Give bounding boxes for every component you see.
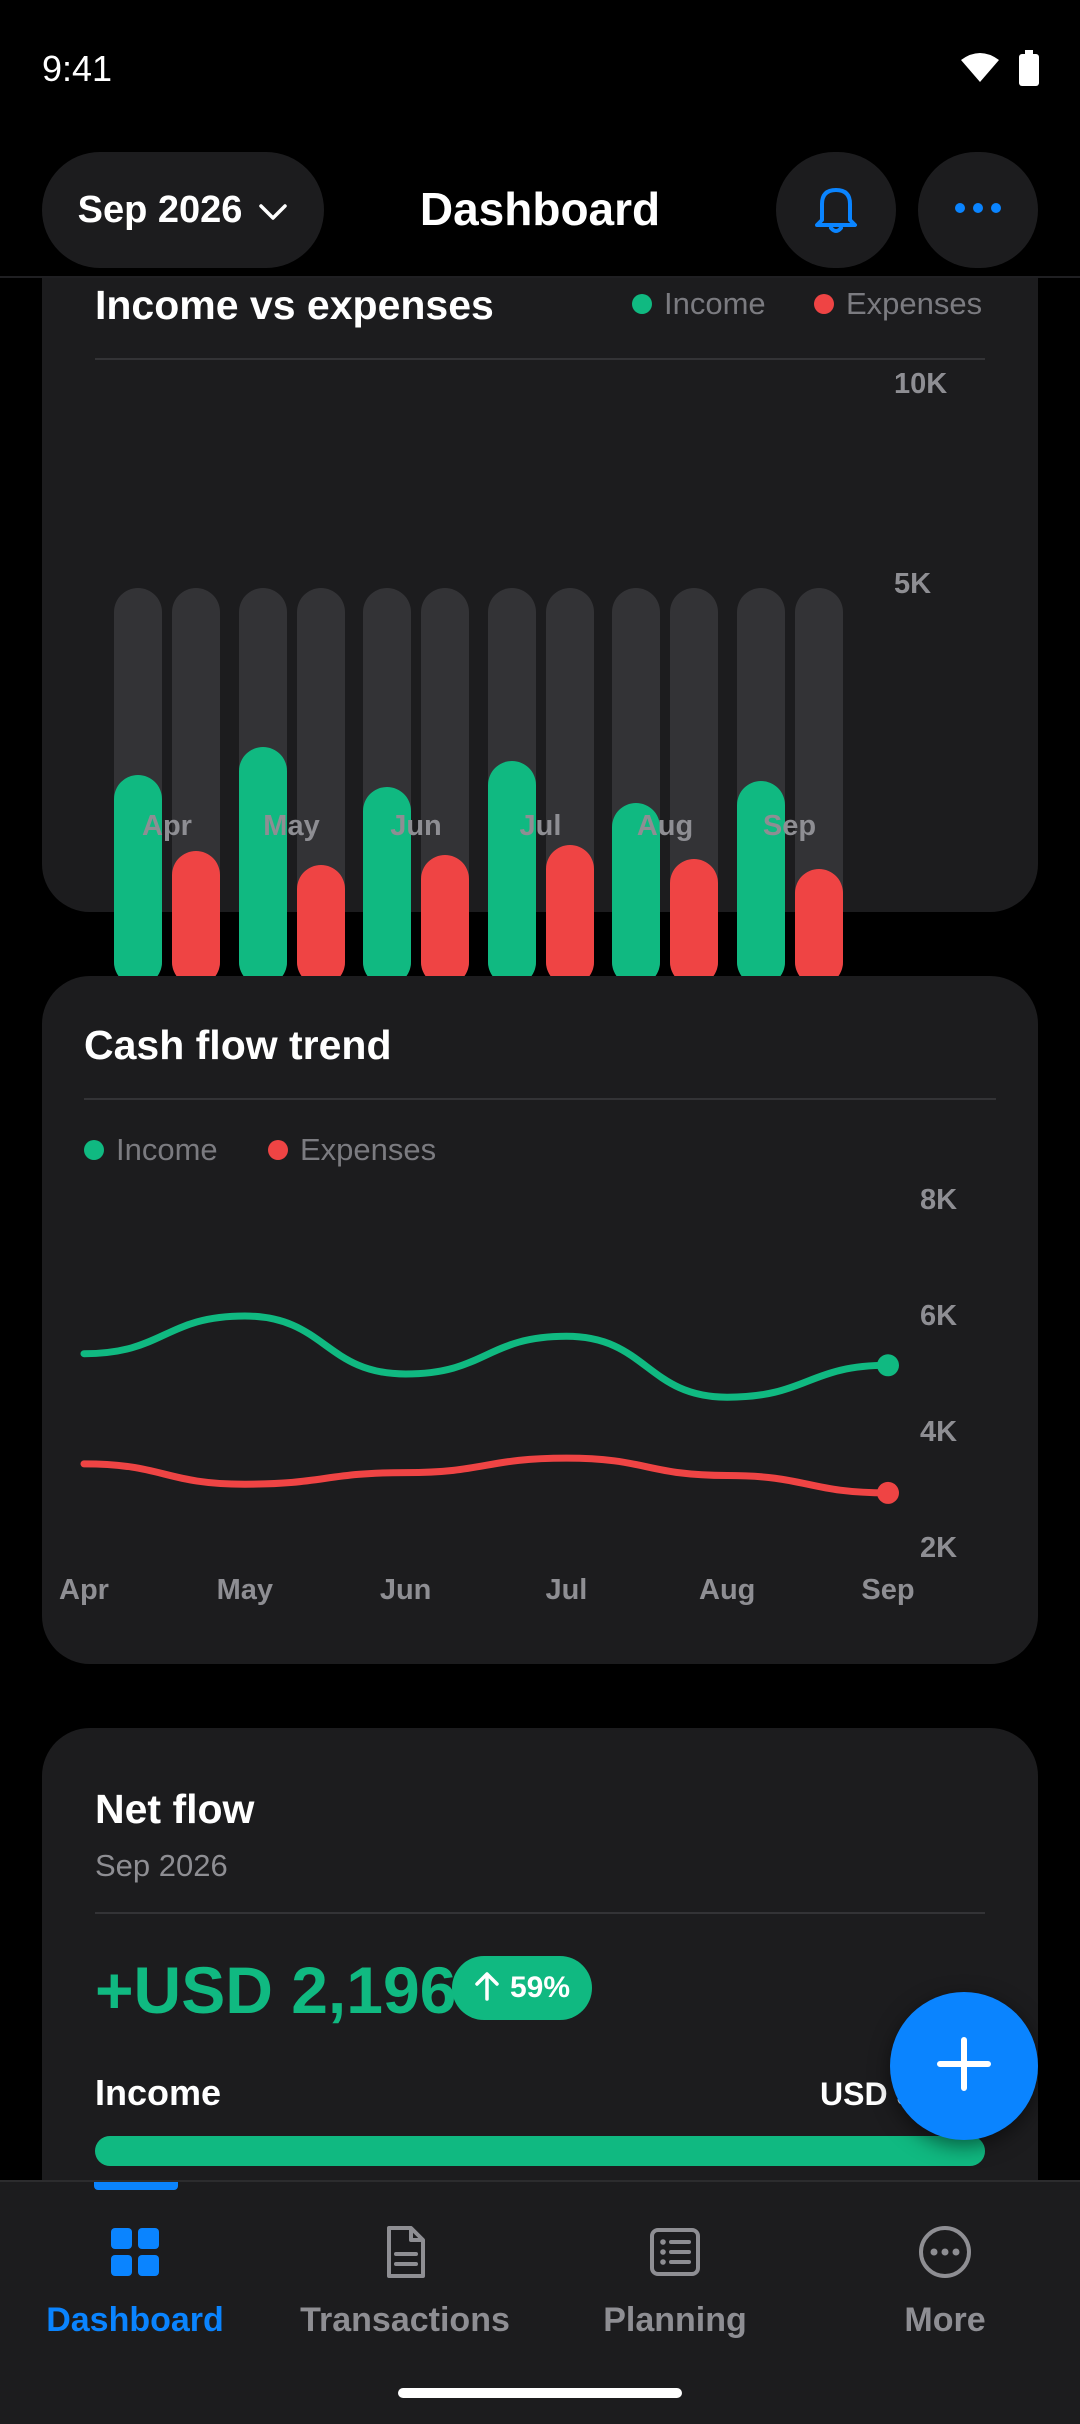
tab-more[interactable]: More xyxy=(810,2224,1080,2340)
y-tick-label: 8K xyxy=(920,1184,958,1216)
x-tick-label: Sep xyxy=(762,810,817,842)
income-line xyxy=(80,1312,892,1401)
more-circle-icon xyxy=(917,2224,973,2285)
notifications-button[interactable] xyxy=(776,152,896,268)
change-badge: 59% xyxy=(452,1956,593,2020)
income-progress-track xyxy=(95,2136,985,2166)
bell-icon xyxy=(812,182,860,239)
expenses-endpoint[interactable] xyxy=(877,1481,899,1504)
home-indicator xyxy=(398,2388,682,2398)
income-row-label: Income xyxy=(95,2072,222,2113)
legend-dot xyxy=(268,1140,288,1160)
month-picker[interactable]: Sep 2026 xyxy=(42,152,324,268)
document-icon xyxy=(377,2224,433,2285)
tab-label: Planning xyxy=(603,2301,747,2339)
x-tick-label: Aug xyxy=(636,810,694,842)
income-progress-fill xyxy=(95,2136,985,2166)
tab-dashboard[interactable]: Dashboard xyxy=(0,2224,270,2340)
plus-icon xyxy=(936,2036,992,2097)
expenses-bar[interactable] xyxy=(172,850,220,986)
net-flow-card: Net flow Sep 2026 +USD 2,196 59% Income … xyxy=(42,1728,1038,2248)
legend-expenses: Expenses xyxy=(268,1132,436,1168)
legend-dot xyxy=(814,294,834,314)
net-flow-period: Sep 2026 xyxy=(95,1848,228,1883)
y-tick-label: 6K xyxy=(920,1300,958,1332)
x-tick-label: May xyxy=(217,1574,273,1606)
income-vs-expenses-card: Income vs expenses Income Expenses 10K 5… xyxy=(42,200,1038,986)
legend-dot xyxy=(84,1140,104,1160)
legend-label: Income xyxy=(116,1132,218,1167)
income-bar[interactable] xyxy=(238,747,287,986)
list-icon xyxy=(647,2224,703,2285)
expenses-line xyxy=(80,1454,892,1497)
x-tick-label: Apr xyxy=(59,1574,109,1606)
card-title: Cash flow trend xyxy=(84,1022,392,1068)
tab-label: Dashboard xyxy=(46,2301,224,2339)
active-tab-indicator xyxy=(94,2182,178,2190)
add-transaction-button[interactable] xyxy=(890,1992,1038,2140)
expenses-bar[interactable] xyxy=(794,868,843,986)
y-tick-label: 2K xyxy=(920,1532,958,1564)
x-tick-label: Jul xyxy=(519,810,562,842)
x-tick-label: May xyxy=(263,810,320,842)
legend-label: Expenses xyxy=(300,1132,437,1167)
chevron-down-icon xyxy=(258,189,288,232)
status-time: 9:41 xyxy=(42,48,113,89)
card-divider xyxy=(95,358,985,360)
income-bar[interactable] xyxy=(114,775,162,986)
status-icons xyxy=(960,50,1040,91)
x-tick-label: Aug xyxy=(699,1574,755,1606)
income-bar[interactable] xyxy=(736,781,785,986)
change-badge-value: 59% xyxy=(510,1971,571,2004)
arrow-up-icon xyxy=(474,1971,500,2006)
bottom-tab-bar: Dashboard Transactions Planning More xyxy=(0,2180,1080,2424)
x-tick-label: Jul xyxy=(545,1574,587,1606)
x-tick-label: Jun xyxy=(380,1574,432,1606)
card-title: Income vs expenses xyxy=(95,282,494,328)
cash-flow-card: Cash flow trend Income Expenses 8K 6K 4K… xyxy=(42,976,1038,1664)
legend-dot xyxy=(632,294,652,314)
x-tick-label: Sep xyxy=(861,1574,914,1606)
income-bar[interactable] xyxy=(612,802,660,986)
income-bar[interactable] xyxy=(363,787,411,986)
expenses-bar[interactable] xyxy=(670,858,718,986)
card-title: Net flow xyxy=(95,1786,255,1832)
wifi-icon xyxy=(960,52,1000,89)
net-flow-amount: +USD 2,196 xyxy=(95,1953,457,2027)
legend-expenses: Expenses xyxy=(814,286,982,322)
month-picker-label: Sep 2026 xyxy=(77,188,243,231)
card-divider xyxy=(84,1098,996,1100)
ellipsis-icon xyxy=(954,201,1002,219)
cash-flow-line-chart: Apr May Jun Jul Aug Sep xyxy=(59,1312,915,1606)
y-tick-label: 10K xyxy=(894,368,948,400)
tab-transactions[interactable]: Transactions xyxy=(270,2224,540,2340)
app-header: Sep 2026 Dashboard xyxy=(0,140,1080,278)
income-bar[interactable] xyxy=(487,761,536,986)
x-tick-label: Apr xyxy=(142,810,192,842)
x-tick-label: Jun xyxy=(390,810,442,842)
legend-label: Income xyxy=(664,286,766,321)
card-divider xyxy=(95,1912,985,1914)
battery-icon xyxy=(1018,50,1040,91)
legend-income: Income xyxy=(84,1132,218,1168)
tab-label: Transactions xyxy=(300,2301,510,2339)
legend-label: Expenses xyxy=(846,286,983,321)
tab-planning[interactable]: Planning xyxy=(540,2224,810,2340)
status-bar: 9:41 xyxy=(0,0,1080,140)
expenses-bar[interactable] xyxy=(296,864,345,986)
income-endpoint[interactable] xyxy=(877,1354,899,1377)
more-options-button[interactable] xyxy=(918,152,1038,268)
grid-icon xyxy=(107,2224,163,2285)
y-tick-label: 4K xyxy=(920,1416,958,1448)
expenses-bar[interactable] xyxy=(421,854,469,986)
y-tick-label: 5K xyxy=(894,568,932,600)
expenses-bar[interactable] xyxy=(545,844,594,986)
legend-income: Income xyxy=(632,286,766,322)
tab-label: More xyxy=(904,2301,986,2339)
